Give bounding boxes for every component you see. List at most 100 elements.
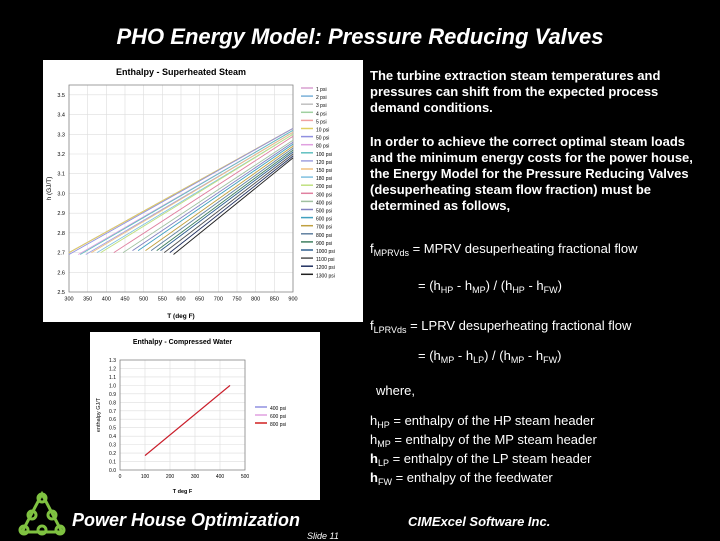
superheated-steam-chart-svg: Enthalpy - Superheated Steam 2.5 2.6 2.7 2.8… <box>46 67 335 320</box>
footer-company-left: Power House Optimization <box>72 510 301 530</box>
x-tick-label: 600 <box>176 297 185 303</box>
legend-label: 800 psi <box>316 233 332 239</box>
legend-label: 1200 psi <box>316 265 335 271</box>
def-symbol: h <box>370 432 378 447</box>
formula-part: = (h <box>418 278 441 293</box>
triangle-logo-icon <box>18 490 66 536</box>
compressed-water-chart-svg: Enthalpy - Compressed Water 0.0 0.1 0.2 0.3 0… <box>96 339 286 495</box>
y-tick-label: 3.4 <box>57 113 65 119</box>
definition-fw: hFW = enthalpy of the feedwater <box>370 470 553 490</box>
legend-label: 2 psi <box>316 95 327 101</box>
legend-label: 120 psi <box>316 160 332 166</box>
where-label: where, <box>376 383 416 398</box>
legend-label: 5 psi <box>316 119 327 125</box>
def-symbol: h <box>370 451 378 466</box>
x-tick-label: 100 <box>141 474 150 480</box>
series-line <box>163 153 294 253</box>
y-tick-label: 0.7 <box>109 409 116 415</box>
y-tick-label: 3.0 <box>57 191 65 197</box>
y-tick-label: 2.9 <box>57 211 65 217</box>
series-line <box>132 141 294 251</box>
def-text: = enthalpy of the feedwater <box>391 470 553 485</box>
legend-label: 1 psi <box>316 87 327 93</box>
series-line <box>137 143 294 251</box>
lprv-formula: = (hMP - hLP) / (hMP - hFW) <box>418 348 561 368</box>
slide-title: PHO Energy Model: Pressure Reducing Valv… <box>116 24 604 49</box>
eq-symbol: f <box>370 318 374 333</box>
legend-label: 400 psi <box>316 200 332 206</box>
series-line <box>113 135 294 253</box>
plot-area <box>68 84 294 293</box>
def-text: = enthalpy of the MP steam header <box>390 432 597 447</box>
y-tick-label: 0.0 <box>109 468 116 474</box>
formula-part: ) <box>557 348 562 363</box>
compressed-water-chart: Enthalpy - Compressed Water 0.0 0.1 0.2 0.3 0… <box>90 332 320 500</box>
x-tick-label: 350 <box>83 297 92 303</box>
x-tick-label: 900 <box>288 297 297 303</box>
x-tick-label: 550 <box>158 297 167 303</box>
legend-label: 180 psi <box>316 176 332 182</box>
legend-label: 1100 psi <box>316 257 335 263</box>
def-subscript: LP <box>377 458 389 468</box>
y-tick-label: 0.1 <box>109 460 116 466</box>
x-tick-label: 450 <box>120 297 129 303</box>
legend-label: 700 psi <box>316 225 332 231</box>
y-tick-label: 1.3 <box>109 358 116 364</box>
y-tick-label: 1.2 <box>109 366 116 372</box>
series-line <box>145 145 294 251</box>
legend-label: 4 psi <box>316 111 327 117</box>
legend-label: 100 psi <box>316 152 332 158</box>
series-line <box>91 131 294 253</box>
formula-sub: FW <box>543 285 558 295</box>
definition-mp: hMP = enthalpy of the MP steam header <box>370 432 597 452</box>
definition-lp: hLP = enthalpy of the LP steam header <box>370 451 591 471</box>
x-tick-label: 400 <box>216 474 225 480</box>
x-tick-label: 300 <box>191 474 200 480</box>
x-tick-label: 500 <box>139 297 148 303</box>
y-tick-label: 0.8 <box>109 400 116 406</box>
x-axis-label: T deg F <box>173 489 193 495</box>
formula-sub: MP <box>472 285 486 295</box>
eq-subscript: LPRVds <box>373 325 407 335</box>
lprv-definition: fLPRVds = LPRV desuperheating fractional… <box>370 318 631 338</box>
formula-part: ) <box>557 278 562 293</box>
def-symbol: h <box>370 470 378 485</box>
formula-part: - h <box>453 278 473 293</box>
series-line <box>122 139 294 253</box>
y-axis-label: h (GJ/T) <box>46 177 53 201</box>
legend-label: 10 psi <box>316 128 329 134</box>
def-text: = enthalpy of the LP steam header <box>388 451 592 466</box>
formula-sub: MP <box>510 355 525 365</box>
formula-sub: HP <box>440 285 454 295</box>
legend-label: 200 psi <box>316 184 332 190</box>
definition-hp: hHP = enthalpy of the HP steam header <box>370 413 594 433</box>
mprv-formula: = (hHP - hMP) / (hHP - hFW) <box>418 278 562 298</box>
formula-part: - h <box>524 348 544 363</box>
footer-company-right: CIMExcel Software Inc. <box>408 514 551 529</box>
chart-title: Enthalpy - Superheated Steam <box>116 67 246 77</box>
series-line <box>169 155 294 253</box>
y-tick-label: 3.2 <box>57 152 65 158</box>
def-text: = enthalpy of the HP steam header <box>389 413 595 428</box>
series-line <box>156 149 294 251</box>
series-line <box>68 128 294 255</box>
def-subscript: HP <box>377 420 390 430</box>
x-tick-label: 0 <box>119 474 122 480</box>
legend-label: 1300 psi <box>316 273 335 279</box>
legend-label: 1000 psi <box>316 249 335 255</box>
y-axis-label: enthalpy GJ/T <box>96 397 102 432</box>
series-line <box>79 129 294 255</box>
chart-title: Enthalpy - Compressed Water <box>133 339 233 346</box>
eq-text: = MPRV desuperheating fractional flow <box>408 241 638 256</box>
y-tick-label: 1.1 <box>109 375 116 381</box>
mprv-definition: fMPRVds = MPRV desuperheating fractional… <box>370 241 637 261</box>
x-tick-label: 200 <box>166 474 175 480</box>
formula-part: = (h <box>418 348 441 363</box>
y-tick-label: 2.8 <box>57 231 65 237</box>
formula-part: ) / (h <box>485 278 513 293</box>
y-tick-label: 0.5 <box>109 426 116 432</box>
legend-label: 3 psi <box>316 103 327 109</box>
y-tick-label: 2.5 <box>57 290 65 296</box>
y-tick-label: 0.3 <box>109 443 116 449</box>
series-line <box>150 147 294 251</box>
